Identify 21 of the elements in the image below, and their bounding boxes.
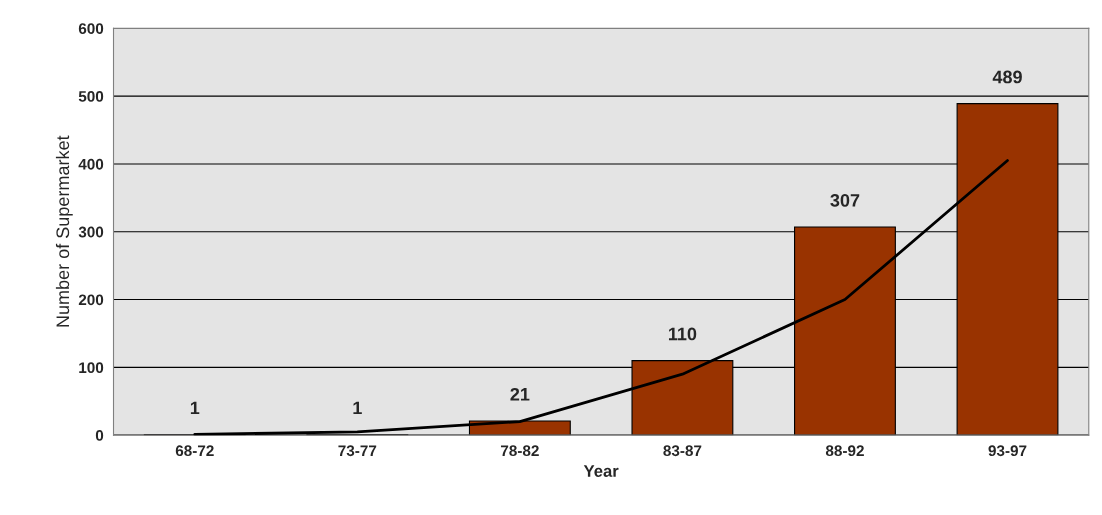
data-label: 1 <box>353 401 362 415</box>
x-tick-label: 78-82 <box>500 445 539 457</box>
y-tick-label: 500 <box>78 91 104 102</box>
y-tick-label: 200 <box>78 294 104 306</box>
data-label: 1 <box>190 401 200 415</box>
y-tick-label: 600 <box>78 23 104 35</box>
x-tick-label: 88-92 <box>825 445 864 457</box>
y-tick-label: 300 <box>78 226 104 238</box>
x-tick-label: 93-97 <box>988 445 1027 457</box>
x-axis-title: Year <box>583 465 619 477</box>
data-label: 489 <box>992 70 1022 84</box>
data-label: 21 <box>510 387 530 401</box>
x-tick-label: 68-72 <box>175 445 214 457</box>
y-tick-label: 400 <box>78 158 104 170</box>
data-label: 110 <box>668 327 697 341</box>
x-tick-label: 73-77 <box>338 445 377 457</box>
x-tick-label: 83-87 <box>663 445 702 457</box>
y-tick-label: 100 <box>79 362 104 374</box>
y-tick-label: 0 <box>95 430 104 441</box>
y-axis-title: Number of Supermarket <box>55 135 73 327</box>
data-label: 307 <box>830 193 860 207</box>
